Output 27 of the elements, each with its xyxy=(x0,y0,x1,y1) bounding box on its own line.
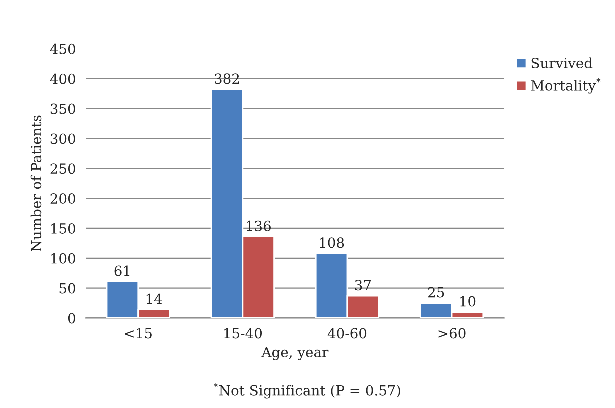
x-tick-label: 40-60 xyxy=(328,328,367,339)
data-label: 136 xyxy=(247,220,271,232)
x-tick-label: >60 xyxy=(438,328,466,339)
data-label: 10 xyxy=(460,296,476,307)
y-tick-label: 250 xyxy=(50,164,76,174)
x-tick-label: <15 xyxy=(125,328,152,339)
data-label: 14 xyxy=(146,294,162,304)
y-tick-label: 400 xyxy=(50,74,76,84)
x-tick-label: 15-40 xyxy=(224,328,262,339)
y-tick-label: 450 xyxy=(50,44,76,54)
y-tick-label: 100 xyxy=(52,253,76,264)
data-label: 37 xyxy=(355,280,371,291)
y-tick-label: 200 xyxy=(50,194,76,204)
data-label: 382 xyxy=(215,74,240,84)
x-axis-title: Age, year xyxy=(262,347,329,360)
y-axis-title: Number of Patients xyxy=(30,116,42,252)
data-label: 25 xyxy=(428,287,444,298)
legend-label: Mortality$^{*}$ xyxy=(531,78,601,94)
y-tick-label: 50 xyxy=(60,283,76,294)
y-tick-label: 300 xyxy=(50,134,76,144)
text: $^{*}$Not Significant (P = 0.57) xyxy=(214,383,400,399)
y-tick-label: 0 xyxy=(68,313,76,324)
data-label: 61 xyxy=(114,266,130,276)
data-label: 108 xyxy=(320,238,344,248)
y-tick-label: 150 xyxy=(52,223,76,234)
y-tick-label: 350 xyxy=(50,104,76,114)
legend-label: Survived xyxy=(532,58,593,69)
